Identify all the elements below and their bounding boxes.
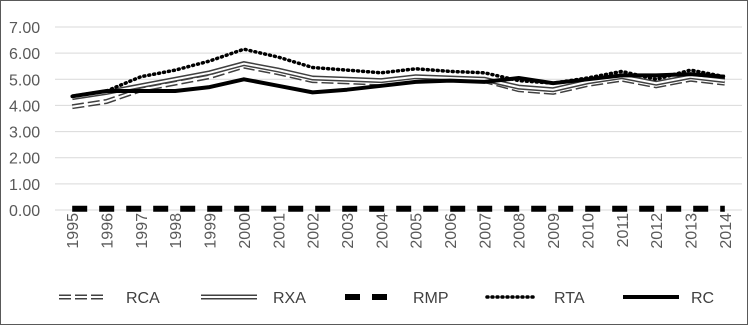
- y-axis-ticks: 0.00 1.00 2.00 3.00 4.00 5.00 6.00 7.00: [9, 20, 40, 220]
- legend-item-rc: RC: [623, 290, 714, 307]
- series-line-rca-inner: [72, 65, 725, 108]
- data-point: [312, 208, 314, 210]
- y-tick-label: 2.00: [9, 151, 40, 168]
- x-tick-label: 2007: [477, 213, 494, 249]
- y-tick-label: 7.00: [9, 20, 40, 37]
- data-point: [174, 208, 176, 210]
- x-tick-label: 2000: [237, 213, 254, 249]
- x-tick-label: 2003: [340, 213, 357, 249]
- x-tick-label: 1997: [134, 213, 151, 249]
- legend-label: RTA: [554, 290, 585, 307]
- legend-label: RC: [691, 290, 714, 307]
- legend: RCA RXA RMP RTA RC: [59, 290, 714, 307]
- series-rta: [70, 47, 727, 99]
- x-tick-label: 2014: [718, 213, 735, 249]
- y-tick-label: 1.00: [9, 177, 40, 194]
- x-tick-label: 2009: [546, 213, 563, 249]
- series-rc: [71, 72, 725, 99]
- legend-label: RXA: [273, 290, 306, 307]
- legend-item-rxa: RXA: [201, 290, 306, 307]
- data-point: [277, 208, 279, 210]
- grid-lines: [55, 26, 742, 211]
- x-tick-label: 2011: [615, 213, 632, 248]
- x-tick-label: 2013: [683, 213, 700, 249]
- x-tick-label: 2004: [374, 213, 391, 249]
- x-tick-label: 1995: [65, 213, 82, 249]
- legend-item-rca: RCA: [59, 290, 160, 307]
- series-line-rta: [70, 47, 727, 99]
- series-line-rc: [71, 72, 725, 99]
- series-rmp: [72, 205, 725, 212]
- y-tick-label: 3.00: [9, 125, 40, 142]
- data-point: [415, 208, 417, 210]
- x-tick-label: 2008: [512, 213, 529, 249]
- x-tick-label: 2002: [306, 213, 323, 249]
- data-point: [655, 208, 657, 210]
- series-lines: [70, 47, 727, 212]
- x-tick-label: 1999: [203, 213, 220, 249]
- x-axis-ticks: 1995 1996 1997 1998 1999 2000 2001 2002 2003 2004…: [65, 213, 735, 249]
- x-tick-label: 1996: [100, 213, 117, 249]
- series-rca: [71, 63, 726, 110]
- x-tick-label: 2012: [649, 213, 666, 249]
- y-tick-label: 0.00: [9, 203, 40, 220]
- legend-label: RCA: [126, 290, 160, 307]
- y-tick-label: 6.00: [9, 46, 40, 63]
- x-tick-label: 2005: [409, 213, 426, 249]
- legend-item-rta: RTA: [485, 290, 585, 307]
- legend-item-rmp: RMP: [345, 290, 449, 307]
- legend-label: RMP: [413, 290, 449, 307]
- x-tick-label: 2010: [580, 213, 597, 249]
- data-point: [552, 208, 554, 210]
- y-tick-label: 4.00: [9, 98, 40, 115]
- data-point: [690, 208, 692, 210]
- x-tick-label: 2001: [271, 213, 288, 249]
- y-tick-label: 5.00: [9, 72, 40, 89]
- x-tick-label: 1998: [168, 213, 185, 249]
- x-tick-label: 2006: [443, 213, 460, 249]
